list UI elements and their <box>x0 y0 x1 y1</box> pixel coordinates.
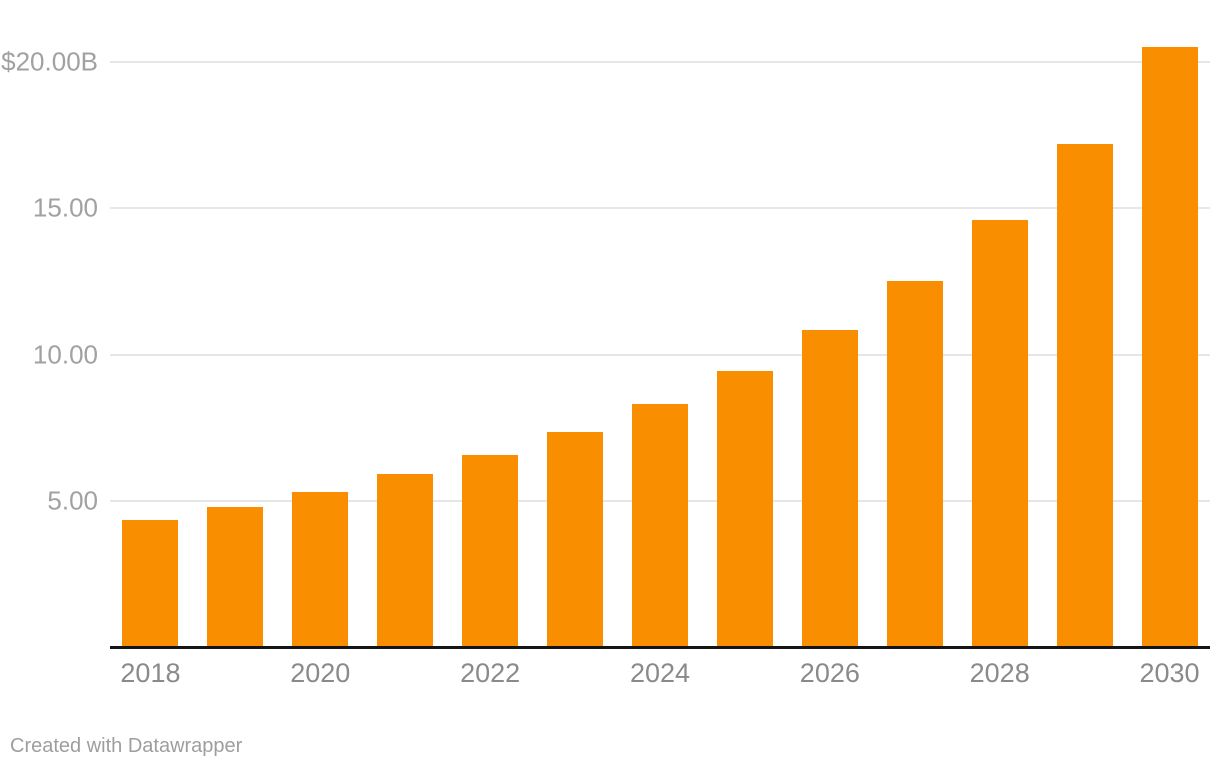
bar-2027[interactable] <box>886 281 943 647</box>
x-axis-tick-label-2030: 2030 <box>1139 658 1200 688</box>
x-axis-baseline <box>110 645 1210 649</box>
bar-2028[interactable] <box>971 219 1028 647</box>
bar-2021[interactable] <box>377 474 434 647</box>
bar-2025[interactable] <box>716 370 773 647</box>
x-axis-tick-label-2018: 2018 <box>120 658 181 688</box>
x-axis-tick-label-2022: 2022 <box>460 658 521 688</box>
x-axis-tick-label-2026: 2026 <box>799 658 860 688</box>
bar-2018[interactable] <box>122 519 179 647</box>
x-axis-tick-label-2028: 2028 <box>969 658 1030 688</box>
bar-2023[interactable] <box>547 432 604 647</box>
bar-2019[interactable] <box>207 506 264 647</box>
bar-2024[interactable] <box>632 404 688 647</box>
y-axis-tick-label-10: 10.00 <box>32 338 98 369</box>
x-axis-tick-label-2020: 2020 <box>290 658 351 688</box>
bar-2030[interactable] <box>1141 47 1198 647</box>
bar-2026[interactable] <box>801 329 858 647</box>
x-axis-tick-label-2024: 2024 <box>629 658 691 688</box>
bar-2029[interactable] <box>1056 143 1113 647</box>
y-gridline-10 <box>110 353 1210 356</box>
datawrapper-credit-link[interactable]: Created with Datawrapper <box>10 735 243 757</box>
bar-2022[interactable] <box>462 455 519 647</box>
y-axis-tick-label-15: 15.00 <box>32 192 98 223</box>
y-axis-tick-label-20: $20.00B <box>1 46 98 77</box>
y-axis-tick-label-5: 5.00 <box>47 485 98 516</box>
y-gridline-15 <box>110 207 1210 210</box>
bar-2020[interactable] <box>292 491 349 647</box>
y-gridline-20 <box>110 61 1210 63</box>
